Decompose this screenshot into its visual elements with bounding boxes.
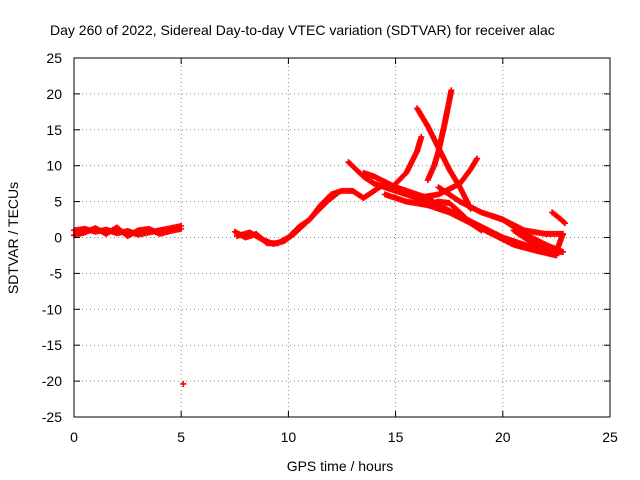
data-point — [418, 133, 425, 140]
x-tick-label: 0 — [70, 429, 78, 445]
y-tick-label: -5 — [50, 265, 63, 281]
data-layer — [71, 87, 568, 387]
series-track-late-l — [414, 198, 485, 234]
series-outlier — [180, 380, 187, 387]
data-point — [478, 227, 485, 234]
y-tick-label: 0 — [54, 230, 62, 246]
data-point — [333, 190, 340, 197]
data-point — [448, 87, 455, 94]
y-tick-label: 20 — [46, 86, 62, 102]
grid — [74, 58, 610, 417]
y-tick-label: 10 — [46, 158, 62, 174]
y-tick-label: -25 — [42, 409, 62, 425]
x-tick-label: 15 — [388, 429, 404, 445]
y-tick-label: 5 — [54, 194, 62, 210]
y-tick-label: -15 — [42, 337, 62, 353]
ticks: 0 5 10 15 20 25 -25 -20 -15 -10 -5 0 5 10 15 20 25 — [42, 50, 618, 445]
x-tick-label: 20 — [495, 429, 511, 445]
y-tick-label: 15 — [46, 122, 62, 138]
data-point — [560, 219, 567, 226]
data-point — [561, 220, 568, 227]
series-track-late-e — [424, 87, 455, 184]
data-point — [178, 225, 185, 232]
series-track-late-c — [392, 133, 425, 187]
x-tick-label: 5 — [177, 429, 185, 445]
y-axis-title: SDTVAR / TECUs — [5, 182, 21, 294]
x-tick-label: 25 — [602, 429, 618, 445]
series-track-early-b — [71, 224, 185, 240]
series-track-rise-b — [233, 189, 341, 247]
x-axis-title: GPS time / hours — [287, 458, 394, 474]
series-track-late-f — [414, 155, 481, 202]
series-track-late-k — [549, 209, 568, 227]
chart-title: Day 260 of 2022, Sidereal Day-to-day VTE… — [50, 22, 555, 38]
data-point — [334, 189, 341, 196]
x-tick-label: 10 — [281, 429, 297, 445]
y-tick-label: -10 — [42, 301, 62, 317]
data-point — [474, 155, 481, 162]
series-track-late-i — [489, 212, 566, 255]
data-point — [559, 248, 566, 255]
data-point — [180, 380, 187, 387]
y-tick-label: 25 — [46, 50, 62, 66]
y-tick-label: -20 — [42, 373, 62, 389]
data-point — [559, 230, 566, 237]
series-track-late-j — [510, 227, 566, 255]
